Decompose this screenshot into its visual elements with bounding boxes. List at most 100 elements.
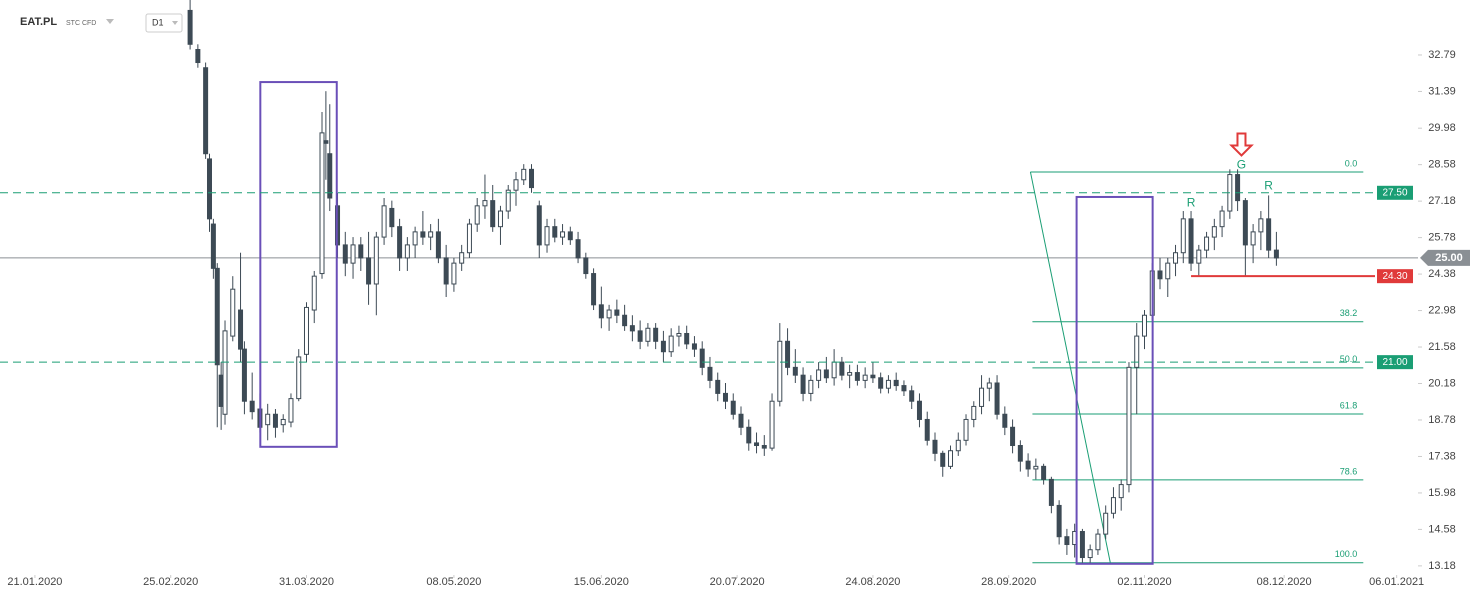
pattern-label: R <box>1264 178 1273 192</box>
candle-body <box>924 418 930 441</box>
x-tick-label: 24.08.2020 <box>845 576 900 588</box>
candle-body <box>435 231 441 259</box>
candle-body <box>800 374 806 394</box>
candle-body <box>222 330 228 415</box>
fib-label: 38.2 <box>1340 308 1358 318</box>
candle-body <box>676 332 682 337</box>
x-tick-label: 20.07.2020 <box>710 576 765 588</box>
dropdown-arrow[interactable] <box>106 19 114 24</box>
candle-body <box>249 400 255 413</box>
candle-body <box>738 413 744 428</box>
fib-label: 61.8 <box>1340 400 1358 410</box>
candle-body <box>381 205 387 238</box>
candle-body <box>715 379 721 394</box>
candle-body <box>230 288 236 337</box>
candle-body <box>451 262 457 285</box>
candle-body <box>823 369 829 379</box>
candle-body <box>1134 335 1140 368</box>
candle-body <box>854 372 860 381</box>
candle-body <box>272 413 278 428</box>
candle-body <box>746 426 752 444</box>
candle-body <box>614 309 620 316</box>
candle-body <box>785 340 791 368</box>
y-tick-label: 13.18 <box>1428 560 1456 572</box>
y-tick-label: 15.98 <box>1428 487 1456 499</box>
candle-body <box>691 343 697 350</box>
candle-body <box>195 49 201 64</box>
fib-label: 78.6 <box>1340 466 1358 476</box>
level-tag-label: 27.50 <box>1382 187 1407 198</box>
y-tick-label: 14.58 <box>1428 523 1456 535</box>
candle-body <box>1110 497 1116 514</box>
highlight-box <box>1075 195 1154 565</box>
candle-body <box>214 267 220 366</box>
level-tag <box>1377 355 1413 370</box>
candle-body <box>323 140 329 144</box>
candle-body <box>544 226 550 246</box>
dropdown-arrow[interactable] <box>172 21 178 25</box>
y-tick-label: 22.98 <box>1428 304 1456 316</box>
candle-body <box>420 231 426 238</box>
y-tick-label: 27.18 <box>1428 195 1456 207</box>
candle-body <box>707 366 713 381</box>
candle-body <box>1188 218 1194 264</box>
candle-body <box>497 210 503 228</box>
candle-body <box>1157 270 1163 280</box>
level-tag-label: 24.30 <box>1382 271 1407 282</box>
candle-body <box>210 223 216 269</box>
candle-body <box>521 168 527 181</box>
x-tick-label: 21.01.2020 <box>7 576 62 588</box>
candle-body <box>288 398 294 423</box>
current-price-label: 25.00 <box>1435 252 1463 264</box>
candle-body <box>979 387 985 407</box>
fib-label: 100.0 <box>1335 549 1358 559</box>
candle-body <box>668 335 674 353</box>
candle-body <box>645 327 651 342</box>
x-tick-label: 28.09.2020 <box>981 576 1036 588</box>
y-tick-label: 20.18 <box>1428 377 1456 389</box>
candle-body <box>1219 210 1225 228</box>
candle-body <box>428 231 434 238</box>
candle-body <box>971 405 977 420</box>
candle-body <box>490 200 496 228</box>
candle-body <box>1211 226 1217 238</box>
candle-body <box>1180 218 1186 254</box>
candle-body <box>1165 262 1171 280</box>
candle-body <box>1064 536 1070 546</box>
candle-body <box>373 236 379 285</box>
candle-body <box>1250 231 1256 246</box>
symbol: EAT.PL <box>20 16 57 28</box>
candle-body <box>1048 478 1054 506</box>
candle-body <box>808 379 814 394</box>
y-tick-label: 29.98 <box>1428 122 1456 134</box>
candle-body <box>816 369 822 381</box>
candle-body <box>916 400 922 420</box>
candle-body <box>878 377 884 389</box>
candle-body <box>529 168 535 189</box>
candle-body <box>1242 200 1248 246</box>
candle-body <box>203 67 209 155</box>
candle-body <box>994 382 1000 415</box>
candle-body <box>1010 426 1016 447</box>
y-tick-label: 31.39 <box>1428 85 1456 97</box>
level-tag <box>1377 185 1413 200</box>
interval-select[interactable] <box>145 13 183 33</box>
candle-body <box>1173 252 1179 264</box>
candle-body <box>366 257 372 285</box>
candle-body <box>1196 249 1202 264</box>
candle-body <box>1258 218 1264 233</box>
candle-body <box>474 205 480 225</box>
candle-body <box>238 309 244 350</box>
x-tick-label: 08.12.2020 <box>1257 576 1312 588</box>
candle-body <box>684 332 690 345</box>
fib-trend <box>1029 171 1111 563</box>
candle-body <box>761 445 767 449</box>
candle-body <box>1017 445 1023 462</box>
candle-body <box>754 442 760 447</box>
candle-body <box>265 413 271 426</box>
y-tick-label: 28.58 <box>1428 159 1456 171</box>
instrument[interactable]: STC CFD <box>66 20 96 27</box>
interval[interactable]: D1 <box>152 17 164 27</box>
candle-body <box>598 304 604 319</box>
